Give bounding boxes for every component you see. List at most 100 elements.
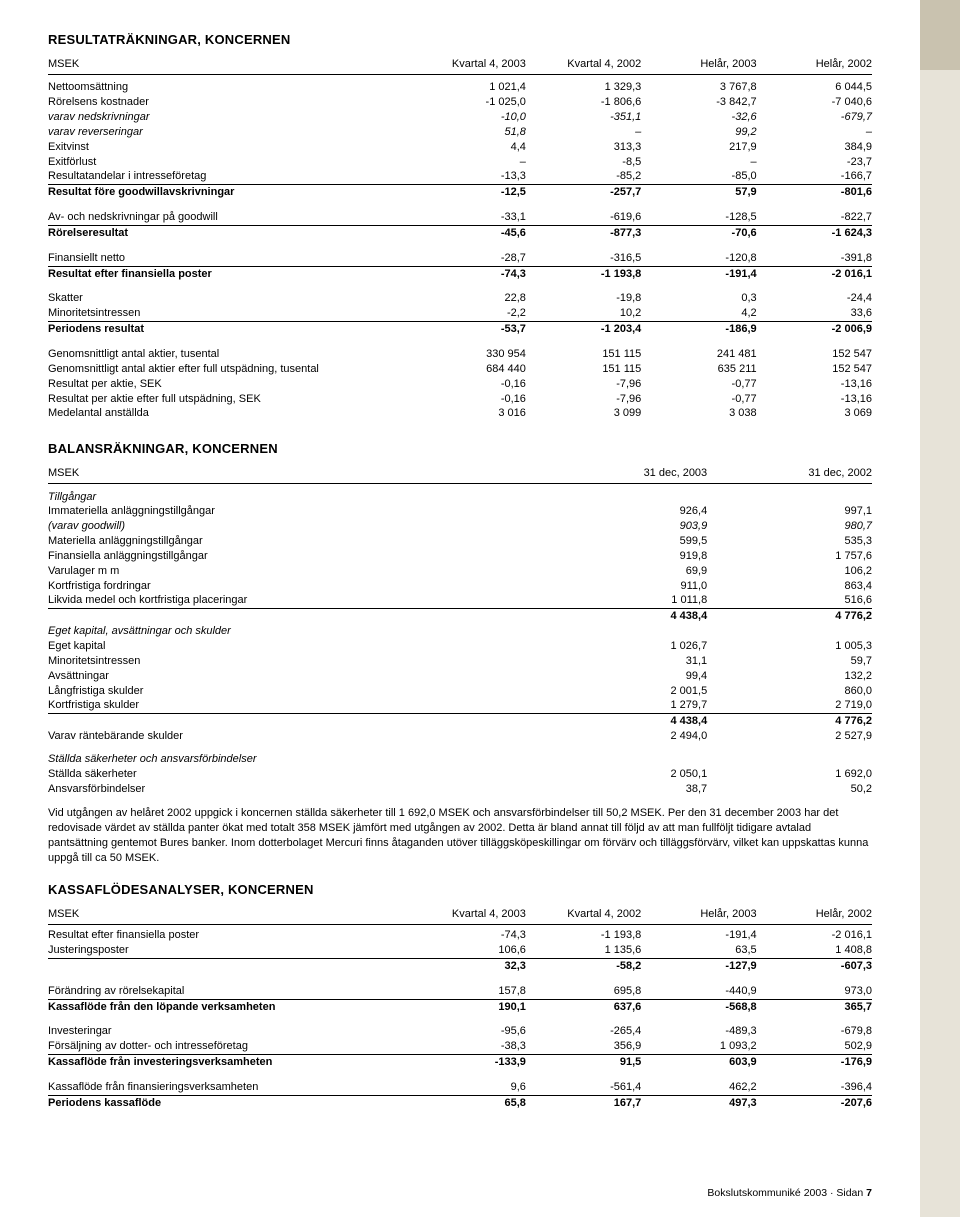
table-row: Ställda säkerheter2 050,11 692,0 [48, 767, 872, 782]
table-row: Minoritetsintressen-2,210,24,233,6 [48, 306, 872, 321]
row-value: -12,5 [411, 185, 526, 200]
table-row: Exitförlust–-8,5–-23,7 [48, 155, 872, 170]
table-row: Resultat per aktie, SEK-0,16-7,96-0,77-1… [48, 377, 872, 392]
page-footer: Bokslutskommuniké 2003 · Sidan 7 [707, 1187, 872, 1199]
column-header: Helår, 2003 [641, 907, 756, 924]
table-row: Tillgångar [48, 490, 872, 505]
table-row: Genomsnittligt antal aktier, tusental330… [48, 347, 872, 362]
row-label: Periodens kassaflöde [48, 1095, 411, 1110]
income-title: RESULTATRÄKNINGAR, KONCERNEN [48, 32, 872, 47]
row-value: 4 438,4 [542, 714, 707, 729]
row-value: -95,6 [411, 1024, 526, 1039]
row-label: Resultat efter finansiella poster [48, 266, 411, 281]
row-label: Eget kapital, avsättningar och skulder [48, 624, 542, 639]
table-row: Finansiellt netto-28,7-316,5-120,8-391,8 [48, 251, 872, 266]
row-value: -127,9 [641, 958, 756, 973]
row-value: -13,16 [757, 377, 872, 392]
row-value: -440,9 [641, 984, 756, 999]
row-value: 31,1 [542, 654, 707, 669]
row-value: -568,8 [641, 999, 756, 1014]
row-label: Skatter [48, 291, 411, 306]
row-label: Kortfristiga fordringar [48, 579, 542, 594]
table-row: 4 438,44 776,2 [48, 609, 872, 624]
row-value: -58,2 [526, 958, 641, 973]
column-header: Helår, 2002 [757, 907, 872, 924]
row-label: Medelantal anställda [48, 406, 411, 421]
unit-label: MSEK [48, 466, 542, 483]
table-row: Resultat efter finansiella poster-74,3-1… [48, 928, 872, 943]
row-value: 997,1 [707, 504, 872, 519]
row-label: Resultat efter finansiella poster [48, 928, 411, 943]
column-header: 31 dec, 2002 [707, 466, 872, 483]
row-value: 6 044,5 [757, 80, 872, 95]
row-value: -120,8 [641, 251, 756, 266]
table-row: Förändring av rörelsekapital157,8695,8-4… [48, 984, 872, 999]
column-header: Kvartal 4, 2003 [411, 907, 526, 924]
row-value: -2 016,1 [757, 928, 872, 943]
row-value: 50,2 [707, 782, 872, 797]
row-value: 59,7 [707, 654, 872, 669]
row-label [48, 958, 411, 973]
row-value: -1 203,4 [526, 322, 641, 337]
table-row: Investeringar-95,6-265,4-489,3-679,8 [48, 1024, 872, 1039]
table-row: Skatter22,8-19,80,3-24,4 [48, 291, 872, 306]
row-value: 1 757,6 [707, 549, 872, 564]
row-value: -877,3 [526, 225, 641, 240]
column-header: Kvartal 4, 2002 [526, 57, 641, 74]
row-value: -85,0 [641, 169, 756, 184]
row-value: 99,2 [641, 125, 756, 140]
row-value: 973,0 [757, 984, 872, 999]
row-value: 190,1 [411, 999, 526, 1014]
row-value: 157,8 [411, 984, 526, 999]
table-row: Likvida medel och kortfristiga placering… [48, 593, 872, 608]
row-value: 4,4 [411, 140, 526, 155]
row-value: 1 135,6 [526, 943, 641, 958]
row-value: 99,4 [542, 669, 707, 684]
table-row: Nettoomsättning1 021,41 329,33 767,86 04… [48, 80, 872, 95]
row-value: -13,3 [411, 169, 526, 184]
row-value [707, 752, 872, 767]
table-row: (varav goodwill)903,9980,7 [48, 519, 872, 534]
row-value: 0,3 [641, 291, 756, 306]
row-value: -1 806,6 [526, 95, 641, 110]
row-label: Investeringar [48, 1024, 411, 1039]
balance-title: BALANSRÄKNINGAR, KONCERNEN [48, 441, 872, 456]
table-row: Resultatandelar i intresseföretag-13,3-8… [48, 169, 872, 184]
row-label: Resultat före goodwillavskrivningar [48, 185, 411, 200]
row-value: 1 026,7 [542, 639, 707, 654]
row-value: 2 527,9 [707, 729, 872, 744]
table-row: 4 438,44 776,2 [48, 714, 872, 729]
row-label [48, 714, 542, 729]
row-value: -679,7 [757, 110, 872, 125]
row-value: 635 211 [641, 362, 756, 377]
row-value: -351,1 [526, 110, 641, 125]
column-header: Kvartal 4, 2002 [526, 907, 641, 924]
column-header-row: MSEKKvartal 4, 2003Kvartal 4, 2002Helår,… [48, 57, 872, 74]
row-label: Kassaflöde från investeringsverksamheten [48, 1055, 411, 1070]
row-value: 1 692,0 [707, 767, 872, 782]
row-value: -489,3 [641, 1024, 756, 1039]
table-row: Medelantal anställda3 0163 0993 0383 069 [48, 406, 872, 421]
row-label: (varav goodwill) [48, 519, 542, 534]
row-value: -822,7 [757, 210, 872, 225]
row-label: Ställda säkerheter [48, 767, 542, 782]
table-row: Kassaflöde från finansieringsverksamhete… [48, 1080, 872, 1095]
table-row: Periodens kassaflöde65,8167,7497,3-207,6 [48, 1095, 872, 1110]
row-value: 365,7 [757, 999, 872, 1014]
row-value: -166,7 [757, 169, 872, 184]
row-value: -191,4 [641, 266, 756, 281]
row-value: 1 093,2 [641, 1039, 756, 1054]
row-value: 903,9 [542, 519, 707, 534]
row-value: -186,9 [641, 322, 756, 337]
row-value: -7 040,6 [757, 95, 872, 110]
footer-page: 7 [866, 1187, 872, 1199]
row-value: 152 547 [757, 347, 872, 362]
row-value: -33,1 [411, 210, 526, 225]
table-row: varav nedskrivningar-10,0-351,1-32,6-679… [48, 110, 872, 125]
row-value: 860,0 [707, 684, 872, 699]
row-value: -176,9 [757, 1055, 872, 1070]
row-value: -0,16 [411, 392, 526, 407]
table-row: Finansiella anläggningstillgångar919,81 … [48, 549, 872, 564]
row-value [542, 752, 707, 767]
table-row: Varulager m m69,9106,2 [48, 564, 872, 579]
